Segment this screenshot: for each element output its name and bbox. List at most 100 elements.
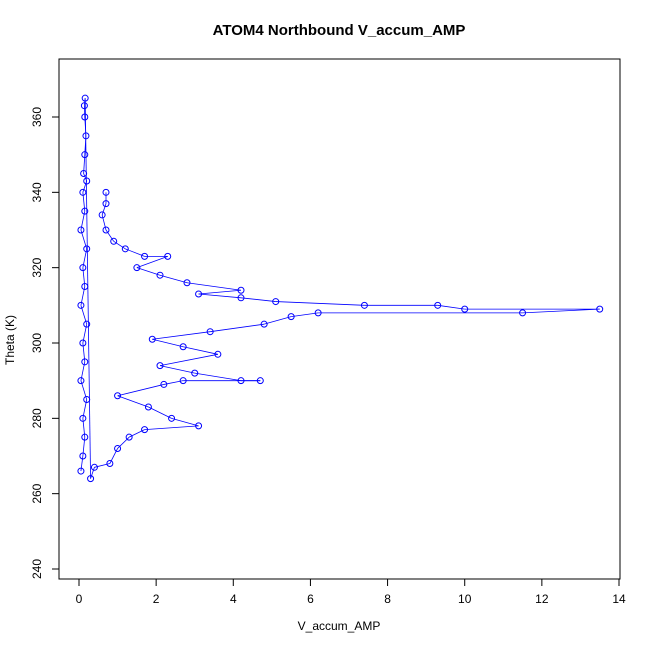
data-point	[144, 403, 152, 411]
y-tick-label: 300	[30, 333, 44, 353]
data-point	[160, 380, 168, 388]
series-segment	[198, 289, 242, 295]
series-segment	[117, 436, 130, 449]
data-point	[83, 245, 91, 253]
data-point	[114, 392, 122, 400]
series-segment	[159, 274, 188, 284]
data-point	[461, 305, 469, 313]
data-point	[237, 377, 245, 385]
y-axis-label: Theta (K)	[3, 315, 17, 365]
data-point	[110, 237, 118, 245]
series-segment	[136, 255, 168, 269]
series-segment	[159, 353, 218, 366]
series-segment	[84, 98, 91, 479]
x-tick-label: 2	[153, 592, 160, 606]
data-point	[141, 426, 149, 434]
series-segment	[148, 406, 172, 419]
data-point	[81, 113, 89, 121]
data-point	[237, 286, 245, 294]
data-point	[183, 279, 191, 287]
data-point	[87, 475, 95, 483]
series-segment	[113, 240, 126, 250]
data-point	[83, 396, 91, 403]
series-segment	[186, 282, 242, 291]
data-point	[81, 358, 89, 366]
data-point	[98, 211, 106, 219]
series-segment	[144, 425, 199, 431]
y-tick-label: 320	[30, 257, 44, 277]
series-segment	[90, 467, 95, 479]
y-tick-label: 260	[30, 483, 44, 503]
data-point	[256, 377, 264, 385]
series-segment	[522, 308, 600, 314]
data-point	[191, 369, 199, 377]
series-segment	[117, 395, 149, 408]
data-point	[79, 339, 87, 347]
plot-layer	[77, 94, 604, 483]
data-point	[195, 422, 203, 430]
data-point	[519, 309, 527, 317]
series-segment	[159, 365, 195, 374]
data-point	[156, 362, 164, 370]
data-point	[90, 463, 98, 471]
data-point	[114, 444, 122, 452]
data-point	[195, 290, 203, 298]
data-point	[164, 252, 172, 260]
y-tick-label: 280	[30, 408, 44, 428]
data-point	[141, 252, 149, 260]
series-segment	[152, 338, 184, 348]
data-point	[214, 350, 222, 358]
data-point	[168, 414, 176, 422]
data-point	[237, 294, 245, 302]
series-segment	[101, 203, 107, 216]
data-point	[179, 343, 187, 351]
data-point	[434, 301, 442, 309]
series-segment	[136, 267, 161, 276]
data-point	[77, 377, 85, 385]
data-point	[272, 298, 280, 306]
data-point	[106, 460, 114, 468]
series-segment	[183, 346, 218, 355]
data-point	[148, 335, 156, 343]
x-tick-label: 6	[307, 592, 314, 606]
series-segment	[291, 312, 319, 318]
data-point	[133, 264, 141, 272]
data-point	[81, 433, 89, 441]
data-point	[156, 271, 164, 279]
data-point	[82, 132, 90, 140]
data-point	[81, 94, 89, 102]
data-point	[206, 328, 214, 336]
series-segment	[264, 316, 292, 325]
x-tick-label: 4	[230, 592, 237, 606]
data-point	[179, 377, 187, 385]
y-tick-label: 240	[30, 559, 44, 579]
plot-frame	[58, 58, 621, 580]
x-tick-label: 0	[76, 592, 83, 606]
data-point	[80, 170, 88, 177]
data-point	[77, 301, 85, 309]
axes-layer: 0 2 4 6 8 10 12 14 240 260 280 300 320 340 360	[30, 107, 626, 606]
data-point	[596, 305, 604, 313]
data-point	[79, 452, 87, 460]
data-point	[287, 313, 295, 321]
data-point	[83, 177, 91, 185]
data-point	[81, 283, 89, 290]
chart-title: ATOM4 Northbound V_accum_AMP	[213, 22, 466, 39]
series-segment	[105, 229, 115, 242]
y-tick-label: 360	[30, 107, 44, 127]
data-point	[79, 188, 87, 196]
data-point	[81, 151, 89, 159]
series-segment	[198, 293, 242, 299]
x-tick-label: 10	[458, 592, 472, 606]
data-point	[102, 188, 110, 196]
data-point	[80, 102, 88, 110]
data-point	[81, 207, 89, 215]
data-point	[102, 226, 110, 234]
x-tick-label: 14	[612, 592, 626, 606]
series-segment	[275, 301, 365, 306]
data-point	[79, 264, 87, 272]
data-point	[121, 245, 129, 253]
data-point	[77, 226, 85, 234]
series-segment	[171, 417, 199, 427]
